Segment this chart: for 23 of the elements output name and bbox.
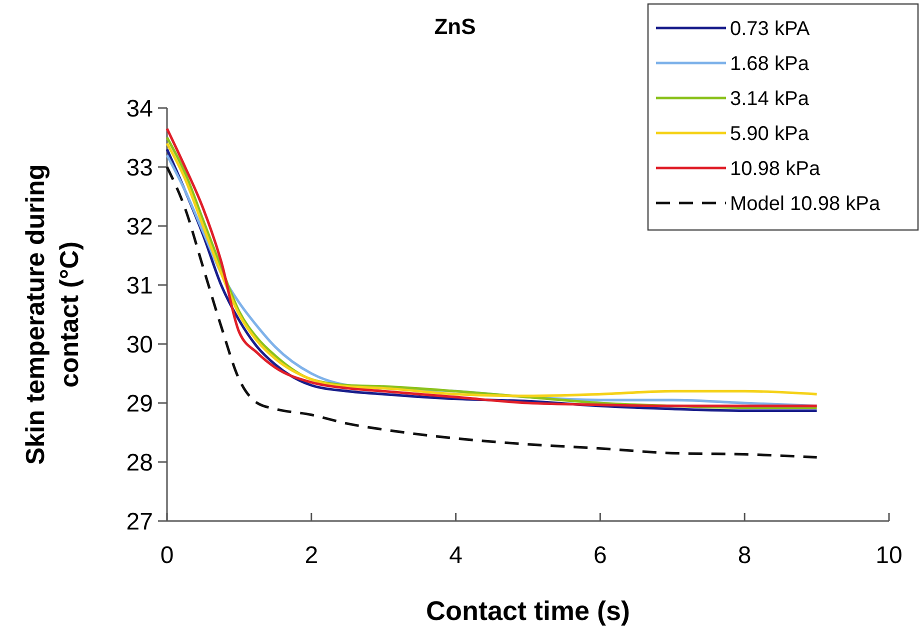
legend-label: 0.73 kPA [730,18,810,40]
x-tick-label: 4 [449,542,462,569]
x-tick-label: 2 [304,542,318,569]
legend-label: 10.98 kPa [730,158,821,180]
y-tick-label: 28 [126,449,153,476]
x-tick-label: 6 [594,542,607,569]
x-tick-label: 8 [738,542,752,569]
y-tick-label: 30 [126,331,153,358]
legend-label: 3.14 kPa [730,88,810,110]
y-tick-label: 34 [126,95,153,122]
y-axis-title: Skin temperature during contact (°C) [20,164,84,465]
y-tick-label: 29 [126,390,153,418]
y-tick-label: 32 [126,213,153,240]
y-tick-label: 33 [126,154,153,182]
legend-label: 5.90 kPa [730,123,810,145]
x-tick-label: 10 [876,542,902,569]
legend-label: 1.68 kPa [730,53,810,75]
y-tick-label: 27 [126,508,153,536]
x-axis-title: Contact time (s) [426,596,630,626]
chart-title: ZnS [434,14,476,39]
legend-label: Model 10.98 kPa [730,193,881,215]
x-tick-label: 0 [160,542,174,569]
y-tick-label: 31 [126,272,153,300]
